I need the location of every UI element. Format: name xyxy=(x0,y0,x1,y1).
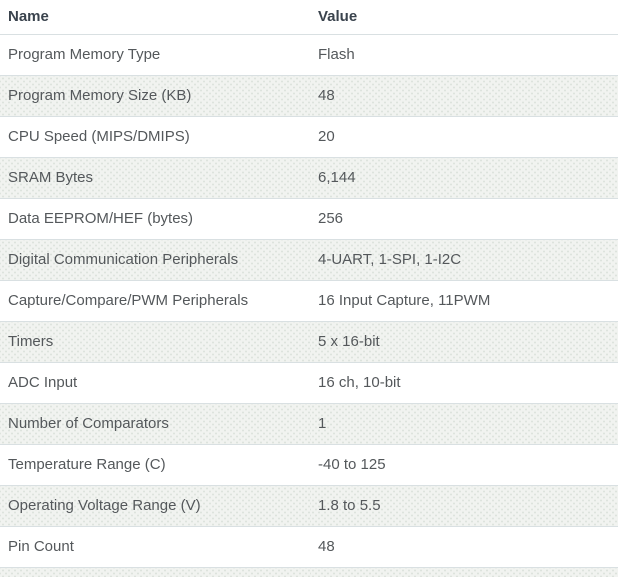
spec-value-cell: 20 xyxy=(310,116,618,157)
spec-value-cell: 48 xyxy=(310,526,618,567)
spec-name-cell: Program Memory Type xyxy=(0,34,310,75)
spec-row: Data EEPROM/HEF (bytes) 256 xyxy=(0,198,618,239)
spec-value-cell: 16 Input Capture, 11PWM xyxy=(310,280,618,321)
spec-row: Number of Comparators 1 xyxy=(0,403,618,444)
spec-name-cell: Number of Comparators xyxy=(0,403,310,444)
spec-name-cell: Capture/Compare/PWM Peripherals xyxy=(0,280,310,321)
column-header-value: Value xyxy=(310,0,618,34)
spec-name-cell: SRAM Bytes xyxy=(0,157,310,198)
spec-row: ADC Input 16 ch, 10-bit xyxy=(0,362,618,403)
spec-name-cell: Timers xyxy=(0,321,310,362)
spec-row: CPU Speed (MIPS/DMIPS) 20 xyxy=(0,116,618,157)
specs-table-header: Name Value xyxy=(0,0,618,34)
spec-value-cell: 1.8 to 5.5 xyxy=(310,485,618,526)
spec-value-cell: 48 xyxy=(310,75,618,116)
spec-value-cell: 4-UART, 1-SPI, 1-I2C xyxy=(310,239,618,280)
spec-name-cell: Operating Voltage Range (V) xyxy=(0,485,310,526)
spec-value-cell: 16 ch, 10-bit xyxy=(310,362,618,403)
spec-row: Temperature Range (C) -40 to 125 xyxy=(0,444,618,485)
spec-value-cell: 1 xyxy=(310,403,618,444)
spec-value-cell: 256 xyxy=(310,198,618,239)
spec-name-cell: Data EEPROM/HEF (bytes) xyxy=(0,198,310,239)
spec-value-cell xyxy=(310,567,618,577)
spec-name-cell: Program Memory Size (KB) xyxy=(0,75,310,116)
spec-name-cell: Temperature Range (C) xyxy=(0,444,310,485)
spec-name-cell: ADC Input xyxy=(0,362,310,403)
spec-value-cell: Flash xyxy=(310,34,618,75)
spec-name-cell: Pin Count xyxy=(0,526,310,567)
spec-row: Program Memory Type Flash xyxy=(0,34,618,75)
spec-row: Program Memory Size (KB) 48 xyxy=(0,75,618,116)
spec-row: Pin Count 48 xyxy=(0,526,618,567)
spec-row: SRAM Bytes 6,144 xyxy=(0,157,618,198)
partial-clipped-row xyxy=(0,567,618,577)
spec-row: Digital Communication Peripherals 4-UART… xyxy=(0,239,618,280)
spec-row: Operating Voltage Range (V) 1.8 to 5.5 xyxy=(0,485,618,526)
specs-table-body: Program Memory Type Flash Program Memory… xyxy=(0,34,618,577)
spec-row: Capture/Compare/PWM Peripherals 16 Input… xyxy=(0,280,618,321)
spec-value-cell: 6,144 xyxy=(310,157,618,198)
spec-value-cell: -40 to 125 xyxy=(310,444,618,485)
column-header-name: Name xyxy=(0,0,310,34)
spec-name-cell xyxy=(0,567,310,577)
spec-row: Timers 5 x 16-bit xyxy=(0,321,618,362)
spec-value-cell: 5 x 16-bit xyxy=(310,321,618,362)
spec-name-cell: CPU Speed (MIPS/DMIPS) xyxy=(0,116,310,157)
header-row: Name Value xyxy=(0,0,618,34)
spec-name-cell: Digital Communication Peripherals xyxy=(0,239,310,280)
